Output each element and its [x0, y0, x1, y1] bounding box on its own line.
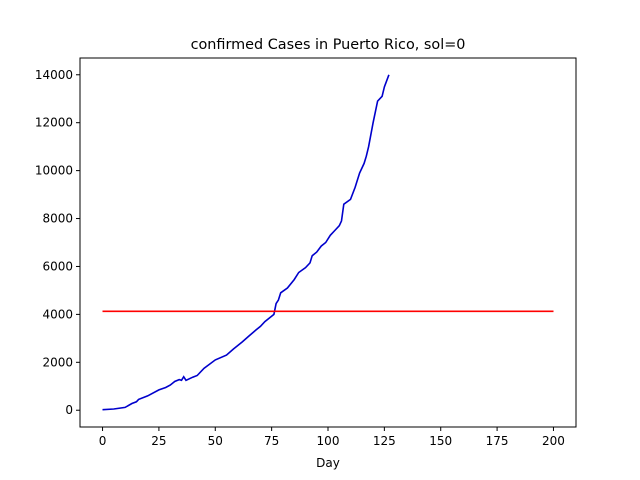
- plot-frame: [79, 57, 577, 428]
- y-tick-label: 10000: [35, 164, 73, 178]
- y-axis-ticks: 0 2000 4000 6000 8000 10000 12000 14000: [35, 68, 80, 417]
- x-tick-label: 25: [151, 434, 166, 448]
- series-line-0: [102, 74, 390, 411]
- x-tick-label: 75: [264, 434, 279, 448]
- y-tick-label: 6000: [42, 259, 73, 273]
- chart-title: confirmed Cases in Puerto Rico, sol=0: [191, 37, 466, 53]
- x-tick-label: 175: [486, 434, 509, 448]
- y-tick-label: 14000: [35, 68, 73, 82]
- y-tick-label: 0: [65, 403, 73, 417]
- y-tick-label: 8000: [42, 212, 73, 226]
- y-tick-label: 12000: [35, 116, 73, 130]
- x-tick-label: 125: [373, 434, 396, 448]
- series-lines: [102, 74, 554, 411]
- x-tick-label: 200: [542, 434, 565, 448]
- x-tick-label: 150: [429, 434, 452, 448]
- y-tick-label: 4000: [42, 307, 73, 321]
- x-axis-label: Day: [316, 456, 340, 470]
- x-tick-label: 100: [317, 434, 340, 448]
- x-axis-ticks: 0 25 50 75 100 125 150 175 200: [99, 427, 565, 448]
- x-tick-label: 50: [208, 434, 223, 448]
- y-tick-label: 2000: [42, 355, 73, 369]
- x-tick-label: 0: [99, 434, 107, 448]
